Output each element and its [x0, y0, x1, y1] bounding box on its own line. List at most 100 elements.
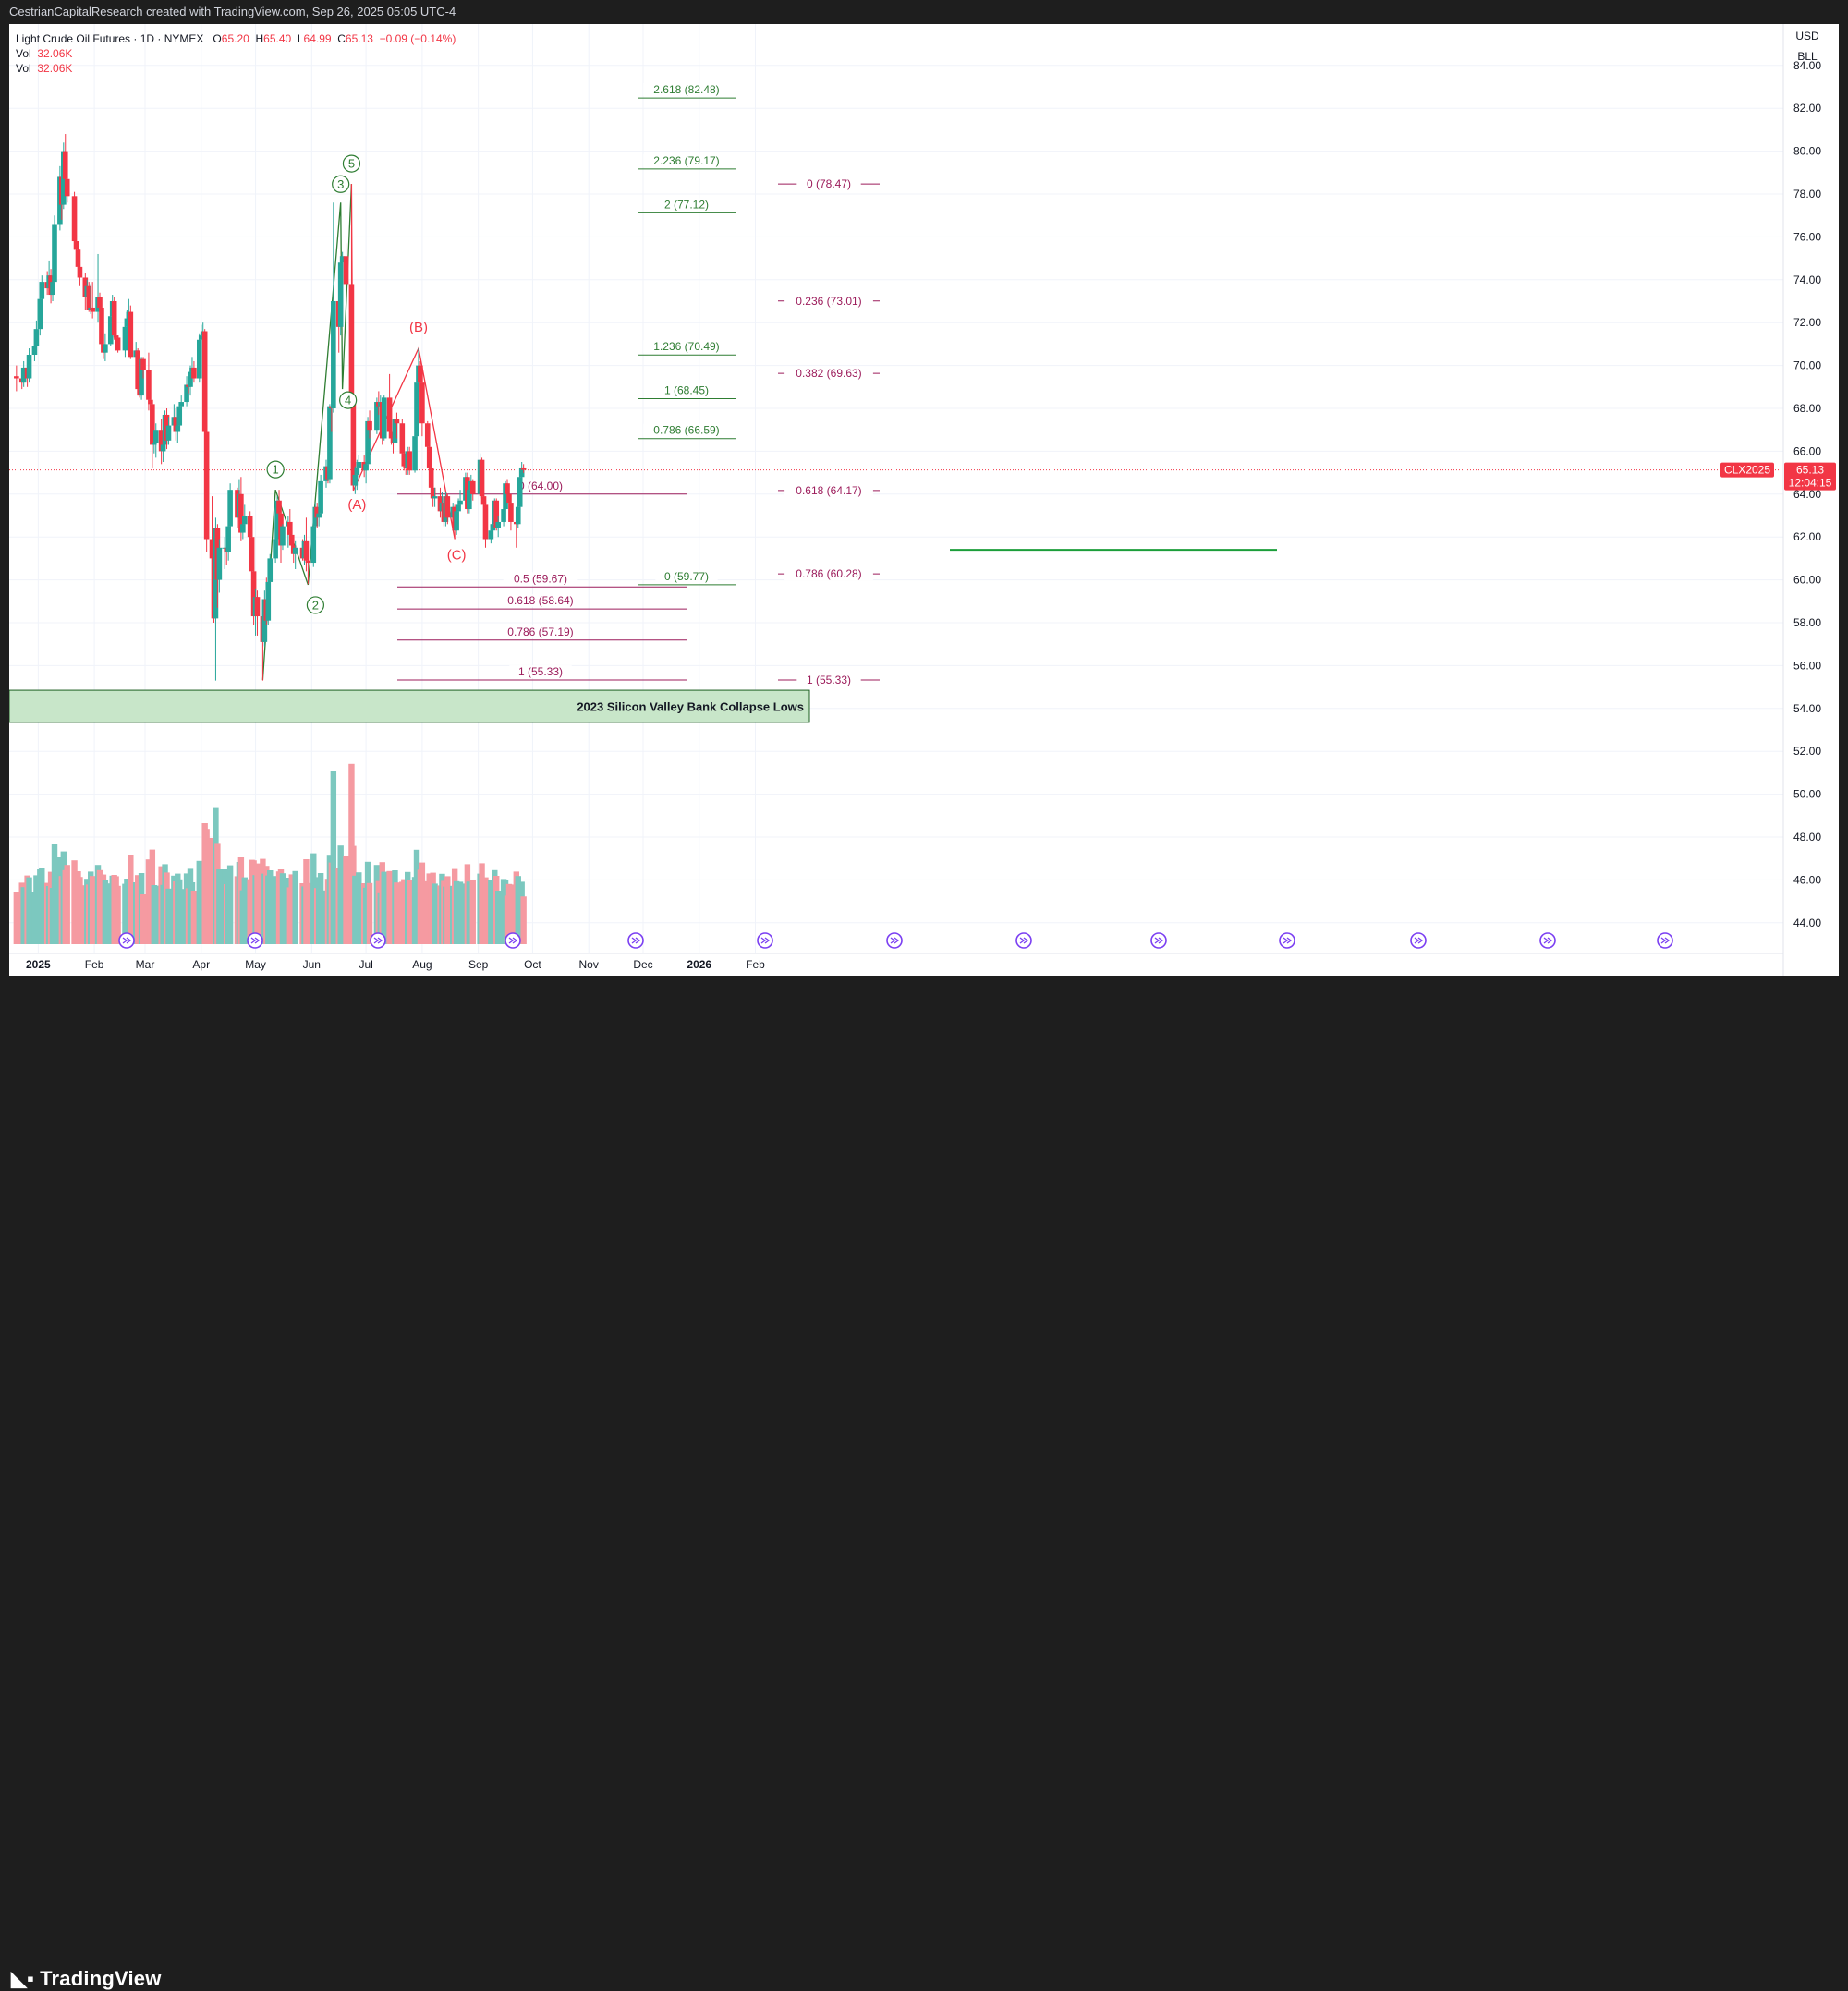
candle[interactable]: [39, 275, 45, 310]
event-marker[interactable]: [627, 932, 644, 949]
candle[interactable]: [152, 423, 159, 458]
candle[interactable]: [454, 506, 459, 535]
candle[interactable]: [444, 493, 451, 525]
event-marker[interactable]: [247, 932, 263, 949]
candle[interactable]: [20, 360, 27, 387]
candle[interactable]: [26, 348, 32, 383]
event-marker[interactable]: [370, 932, 386, 949]
candle[interactable]: [71, 191, 78, 250]
candle[interactable]: [52, 215, 57, 289]
candle[interactable]: [176, 402, 183, 431]
candle[interactable]: [467, 487, 472, 514]
candle[interactable]: [508, 500, 514, 531]
candle[interactable]: [165, 417, 172, 445]
candle[interactable]: [331, 202, 336, 413]
event-marker[interactable]: [505, 932, 521, 949]
candle[interactable]: [520, 464, 527, 473]
candle[interactable]: [457, 490, 463, 510]
vol-label[interactable]: Vol: [16, 47, 31, 60]
chart-frame[interactable]: 2023 Silicon Valley Bank Collapse Lows 2…: [8, 24, 1839, 976]
unit-label[interactable]: BLL: [1797, 50, 1818, 63]
candle[interactable]: [150, 402, 155, 468]
candle[interactable]: [128, 305, 134, 359]
event-marker[interactable]: [1657, 932, 1673, 949]
candle[interactable]: [305, 556, 311, 585]
candle[interactable]: [33, 320, 40, 351]
candle[interactable]: [381, 395, 387, 441]
candle[interactable]: [50, 279, 55, 301]
candle[interactable]: [135, 348, 140, 396]
candle[interactable]: [469, 479, 476, 501]
candle[interactable]: [327, 404, 333, 484]
candle[interactable]: [62, 134, 68, 184]
price-chart[interactable]: 2023 Silicon Valley Bank Collapse Lows 2…: [8, 24, 1839, 976]
candle[interactable]: [394, 412, 400, 439]
candle[interactable]: [267, 553, 274, 587]
event-marker[interactable]: [1015, 932, 1032, 949]
candle[interactable]: [227, 483, 233, 528]
tradingview-logo[interactable]: ◣▪ TradingView: [11, 1967, 162, 1991]
candle[interactable]: [482, 503, 489, 548]
candle[interactable]: [350, 391, 357, 491]
candle[interactable]: [339, 251, 346, 289]
event-marker[interactable]: [757, 932, 773, 949]
candle[interactable]: [201, 329, 208, 447]
candle[interactable]: [348, 185, 355, 407]
candle[interactable]: [103, 333, 108, 361]
candle[interactable]: [198, 324, 204, 349]
time-axis[interactable]: 2025 Feb Mar Apr May Jun Jul Aug Sep Oct Nov Dec 202…: [9, 953, 1783, 971]
candle[interactable]: [479, 457, 485, 499]
symbol-name[interactable]: Light Crude Oil Futures · 1D · NYMEX: [16, 32, 204, 45]
candle[interactable]: [367, 410, 372, 439]
event-marker[interactable]: [1539, 932, 1556, 949]
candle[interactable]: [518, 462, 525, 481]
event-marker[interactable]: [1279, 932, 1295, 949]
event-marker[interactable]: [1410, 932, 1427, 949]
candle[interactable]: [517, 474, 523, 510]
candle[interactable]: [399, 419, 406, 460]
price-axis[interactable]: USD BLL 44.00 46.00 48.00 50.00 52.00 54.00 56…: [1782, 24, 1821, 976]
candle[interactable]: [158, 419, 164, 465]
candle[interactable]: [77, 249, 83, 286]
candle[interactable]: [216, 539, 223, 593]
candle[interactable]: [115, 335, 121, 353]
candle[interactable]: [292, 540, 298, 569]
event-marker[interactable]: [886, 932, 903, 949]
candlesticks[interactable]: [14, 134, 527, 681]
candle[interactable]: [419, 380, 425, 437]
candle[interactable]: [86, 282, 92, 312]
candle[interactable]: [178, 395, 184, 421]
event-marker[interactable]: [1150, 932, 1167, 949]
candle[interactable]: [203, 430, 210, 552]
candle[interactable]: [501, 506, 506, 527]
candle[interactable]: [386, 373, 393, 434]
currency-label[interactable]: USD: [1795, 30, 1819, 42]
candle[interactable]: [64, 165, 70, 203]
candle[interactable]: [90, 282, 95, 319]
candle[interactable]: [173, 408, 179, 441]
event-marker[interactable]: [118, 932, 135, 949]
candle[interactable]: [265, 579, 272, 625]
candle[interactable]: [254, 590, 261, 636]
candle[interactable]: [337, 256, 344, 336]
candle[interactable]: [184, 376, 189, 407]
candle[interactable]: [280, 524, 286, 551]
candle[interactable]: [287, 509, 293, 540]
candle[interactable]: [318, 474, 323, 518]
candle[interactable]: [432, 487, 438, 507]
candle[interactable]: [407, 446, 412, 475]
candle[interactable]: [242, 504, 248, 528]
candle[interactable]: [140, 357, 146, 379]
candle[interactable]: [197, 333, 202, 383]
candle[interactable]: [495, 516, 501, 538]
candle[interactable]: [343, 243, 349, 297]
vol2-label[interactable]: Vol: [16, 62, 31, 75]
candle[interactable]: [356, 455, 362, 481]
candle[interactable]: [191, 360, 197, 383]
candle[interactable]: [430, 483, 436, 507]
candle[interactable]: [249, 530, 255, 576]
candle[interactable]: [14, 365, 19, 392]
candle[interactable]: [99, 303, 104, 349]
candle[interactable]: [225, 519, 231, 561]
candle[interactable]: [122, 322, 128, 358]
